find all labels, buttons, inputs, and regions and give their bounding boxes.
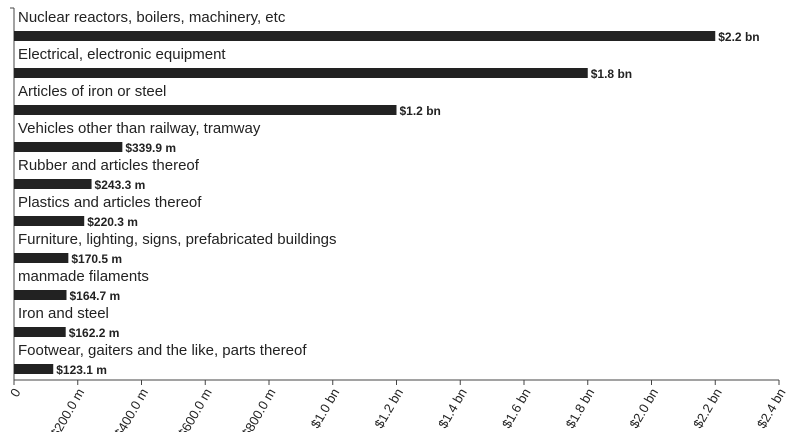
bar <box>14 105 397 115</box>
category-label: Iron and steel <box>18 305 109 322</box>
value-label: $123.1 m <box>56 363 107 377</box>
x-tick-label: 0 <box>7 386 24 400</box>
bar <box>14 327 66 337</box>
value-label: $1.8 bn <box>591 67 632 81</box>
x-tick-label: $200.0 m <box>47 386 87 432</box>
x-tick-label: $800.0 m <box>238 386 278 432</box>
x-tick-label: $1.8 bn <box>563 386 598 431</box>
bar <box>14 179 92 189</box>
value-label: $1.2 bn <box>400 104 441 118</box>
category-label: Nuclear reactors, boilers, machinery, et… <box>18 9 286 26</box>
x-tick-label: $1.2 bn <box>371 386 406 431</box>
value-label: $170.5 m <box>71 252 122 266</box>
bar <box>14 31 716 41</box>
value-label: $164.7 m <box>69 289 120 303</box>
bar <box>14 364 54 374</box>
category-label: Rubber and articles thereof <box>18 157 200 174</box>
x-tick-label: $1.4 bn <box>435 386 470 431</box>
value-label: $220.3 m <box>87 215 138 229</box>
x-tick-label: $600.0 m <box>175 386 215 432</box>
x-tick-label: $1.6 bn <box>499 386 534 431</box>
x-tick-label: $400.0 m <box>111 386 151 432</box>
bar <box>14 253 69 263</box>
category-label: Plastics and articles thereof <box>18 194 202 211</box>
category-label: Articles of iron or steel <box>18 83 166 100</box>
bar <box>14 68 588 78</box>
category-label: Vehicles other than railway, tramway <box>18 120 261 137</box>
x-tick-label: $1.0 bn <box>308 386 343 431</box>
category-label: Electrical, electronic equipment <box>18 46 226 63</box>
x-tick-label: $2.4 bn <box>754 386 787 431</box>
category-label: Footwear, gaiters and the like, parts th… <box>18 342 307 359</box>
bar <box>14 142 123 152</box>
value-label: $339.9 m <box>125 141 176 155</box>
value-label: $162.2 m <box>69 326 120 340</box>
category-label: Furniture, lighting, signs, prefabricate… <box>18 231 337 248</box>
category-label: manmade filaments <box>18 268 149 285</box>
x-tick-label: $2.2 bn <box>690 386 725 431</box>
x-tick-label: $2.0 bn <box>626 386 661 431</box>
bar <box>14 290 67 300</box>
bar <box>14 216 85 226</box>
value-label: $2.2 bn <box>718 30 759 44</box>
value-label: $243.3 m <box>95 178 146 192</box>
